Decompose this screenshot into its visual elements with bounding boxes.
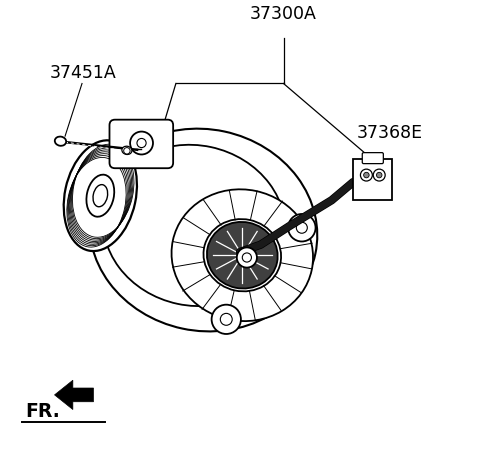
Ellipse shape <box>122 147 132 155</box>
Circle shape <box>212 305 241 334</box>
FancyBboxPatch shape <box>362 153 384 164</box>
Circle shape <box>124 148 130 155</box>
Ellipse shape <box>55 137 66 146</box>
Ellipse shape <box>86 175 114 217</box>
Circle shape <box>376 173 382 179</box>
Circle shape <box>364 173 369 179</box>
Text: 37368E: 37368E <box>357 123 423 141</box>
Ellipse shape <box>64 141 137 252</box>
Circle shape <box>220 313 232 325</box>
Ellipse shape <box>103 146 285 307</box>
Circle shape <box>130 132 153 155</box>
Text: FR.: FR. <box>25 401 60 420</box>
Polygon shape <box>55 381 94 409</box>
Circle shape <box>296 223 307 234</box>
Circle shape <box>288 214 315 242</box>
Text: 37300A: 37300A <box>250 5 317 22</box>
Ellipse shape <box>207 223 278 289</box>
Ellipse shape <box>89 129 317 332</box>
Ellipse shape <box>171 190 313 321</box>
Circle shape <box>137 139 146 148</box>
Circle shape <box>373 170 385 182</box>
Circle shape <box>242 253 252 263</box>
Ellipse shape <box>204 219 281 292</box>
FancyBboxPatch shape <box>353 160 392 201</box>
Circle shape <box>237 248 257 268</box>
FancyBboxPatch shape <box>109 120 173 169</box>
Circle shape <box>360 170 372 182</box>
Ellipse shape <box>93 185 108 207</box>
Text: 37451A: 37451A <box>50 64 117 82</box>
